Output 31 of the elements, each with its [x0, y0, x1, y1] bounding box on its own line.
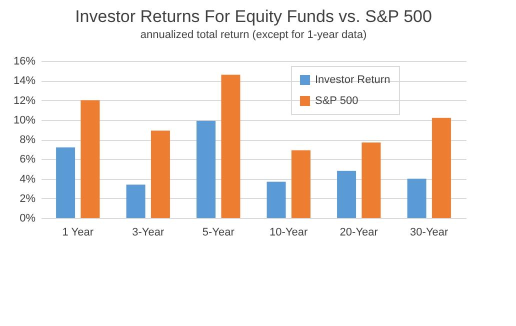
- x-tick-label: 10-Year: [270, 226, 308, 238]
- y-tick-label: 10%: [13, 114, 36, 126]
- y-tick-label: 12%: [13, 94, 36, 107]
- bar: [432, 118, 451, 218]
- x-tick-label: 3-Year: [132, 226, 164, 238]
- bar: [150, 130, 170, 218]
- y-tick-label: 14%: [13, 75, 36, 88]
- legend-label: S&P 500: [315, 95, 358, 107]
- y-tick-label: 6%: [20, 154, 36, 166]
- y-tick-label: 0%: [20, 212, 36, 224]
- x-tick-label: 1 Year: [62, 226, 94, 238]
- x-tick-label: 5-Year: [202, 226, 235, 238]
- bar: [337, 170, 356, 218]
- chart-title: Investor Returns For Equity Funds vs. S&P 500: [75, 7, 432, 26]
- bar: [266, 182, 286, 218]
- y-tick-label: 4%: [20, 173, 36, 186]
- y-tick-label: 16%: [13, 56, 36, 68]
- bar: [291, 150, 310, 218]
- chart-subtitle: annualized total return (except for 1-year data): [140, 29, 367, 41]
- y-tick-label: 8%: [20, 134, 36, 146]
- bar: [80, 100, 100, 218]
- bar: [56, 147, 76, 218]
- bar: [196, 120, 216, 218]
- bar: [126, 184, 146, 218]
- bar: [362, 142, 381, 218]
- y-tick-label: 2%: [20, 192, 36, 205]
- bar: [407, 178, 426, 218]
- legend-label: Investor Return: [315, 74, 390, 86]
- x-tick-label: 30-Year: [410, 226, 449, 238]
- bar: [221, 74, 240, 218]
- x-tick-label: 20-Year: [340, 226, 378, 238]
